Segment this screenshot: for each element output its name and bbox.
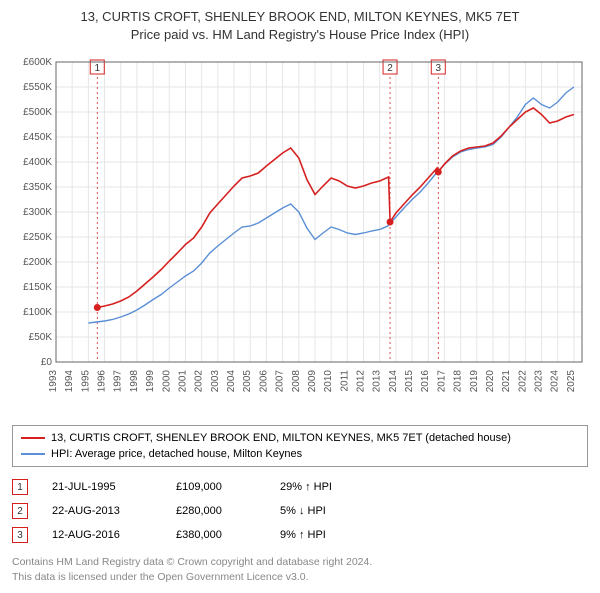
transaction-date: 21-JUL-1995 (52, 481, 152, 493)
price-chart: £0 £50K £100K £150K £200K £250K £300K £350K £400… (8, 52, 592, 412)
transaction-price: £380,000 (176, 529, 256, 541)
x-tick-label: 2007 (275, 370, 286, 393)
x-tick-label: 2020 (485, 370, 496, 393)
x-tick-label: 2004 (226, 370, 237, 393)
x-tick-label: 2003 (210, 370, 221, 393)
transaction-badge: 1 (12, 479, 28, 495)
x-tick-label: 2017 (436, 370, 447, 393)
y-tick-label: £400K (23, 157, 52, 168)
marker-badge-label: 1 (94, 63, 100, 74)
x-tick-label: 2009 (307, 370, 318, 393)
x-tick-label: 2018 (453, 370, 464, 393)
y-tick-label: £600K (23, 57, 52, 68)
x-tick-label: 2005 (242, 370, 253, 393)
legend-row: HPI: Average price, detached house, Milt… (21, 446, 579, 462)
marker-dot (94, 304, 101, 311)
transaction-row: 3 12-AUG-2016 £380,000 9% ↑ HPI (12, 523, 588, 547)
title-block: 13, CURTIS CROFT, SHENLEY BROOK END, MIL… (8, 8, 592, 44)
x-tick-label: 2011 (339, 370, 350, 392)
legend-label: 13, CURTIS CROFT, SHENLEY BROOK END, MIL… (51, 432, 511, 444)
x-tick-label: 2022 (517, 370, 528, 393)
y-tick-label: £200K (23, 257, 52, 268)
y-tick-label: £100K (23, 307, 52, 318)
transaction-badge: 2 (12, 503, 28, 519)
y-tick-label: £300K (23, 207, 52, 218)
transaction-delta: 9% ↑ HPI (280, 529, 360, 541)
x-tick-label: 2015 (404, 370, 415, 393)
transaction-row: 1 21-JUL-1995 £109,000 29% ↑ HPI (12, 475, 588, 499)
x-tick-label: 2008 (291, 370, 302, 393)
x-tick-label: 1999 (145, 370, 156, 393)
x-tick-label: 2024 (550, 370, 561, 393)
x-tick-label: 1995 (80, 370, 91, 393)
legend-swatch (21, 453, 45, 455)
chart-container: £0 £50K £100K £150K £200K £250K £300K £350K £400… (8, 52, 592, 417)
transaction-date: 22-AUG-2013 (52, 505, 152, 517)
y-tick-label: £150K (23, 282, 52, 293)
x-tick-label: 2001 (177, 370, 188, 393)
footer-attribution: Contains HM Land Registry data © Crown c… (12, 555, 588, 584)
y-tick-label: £250K (23, 232, 52, 243)
x-tick-label: 2006 (258, 370, 269, 393)
x-tick-label: 1996 (97, 370, 108, 393)
transaction-row: 2 22-AUG-2013 £280,000 5% ↓ HPI (12, 499, 588, 523)
x-tick-label: 2019 (469, 370, 480, 393)
transaction-price: £109,000 (176, 481, 256, 493)
x-tick-label: 1997 (113, 370, 124, 393)
x-tick-label: 2002 (194, 370, 205, 393)
footer-line-1: Contains HM Land Registry data © Crown c… (12, 555, 588, 570)
legend-row: 13, CURTIS CROFT, SHENLEY BROOK END, MIL… (21, 430, 579, 446)
transaction-delta: 29% ↑ HPI (280, 481, 360, 493)
legend: 13, CURTIS CROFT, SHENLEY BROOK END, MIL… (12, 425, 588, 467)
y-tick-label: £450K (23, 132, 52, 143)
legend-label: HPI: Average price, detached house, Milt… (51, 448, 302, 460)
x-tick-label: 2023 (534, 370, 545, 393)
x-tick-label: 1993 (48, 370, 59, 393)
x-tick-label: 2025 (566, 370, 577, 393)
marker-badge-label: 3 (435, 63, 441, 74)
x-tick-label: 1994 (64, 370, 75, 393)
marker-dot (435, 169, 442, 176)
y-tick-label: £550K (23, 82, 52, 93)
x-tick-label: 2021 (501, 370, 512, 393)
marker-badge-label: 2 (387, 63, 393, 74)
x-tick-label: 2010 (323, 370, 334, 393)
y-tick-label: £500K (23, 107, 52, 118)
x-tick-label: 2013 (372, 370, 383, 393)
transaction-delta: 5% ↓ HPI (280, 505, 360, 517)
x-tick-label: 2014 (388, 370, 399, 393)
y-tick-label: £350K (23, 182, 52, 193)
marker-dot (387, 219, 394, 226)
legend-swatch (21, 437, 45, 439)
title-line-2: Price paid vs. HM Land Registry's House … (8, 26, 592, 44)
transaction-badge: 3 (12, 527, 28, 543)
y-tick-label: £50K (29, 332, 53, 343)
title-line-1: 13, CURTIS CROFT, SHENLEY BROOK END, MIL… (8, 8, 592, 26)
x-tick-label: 2016 (420, 370, 431, 393)
transaction-price: £280,000 (176, 505, 256, 517)
x-tick-label: 2000 (161, 370, 172, 393)
x-tick-label: 2012 (356, 370, 367, 393)
x-tick-label: 1998 (129, 370, 140, 393)
footer-line-2: This data is licensed under the Open Gov… (12, 570, 588, 585)
transactions-table: 1 21-JUL-1995 £109,000 29% ↑ HPI 2 22-AUG-201… (12, 475, 588, 547)
transaction-date: 12-AUG-2016 (52, 529, 152, 541)
y-tick-label: £0 (41, 357, 53, 368)
